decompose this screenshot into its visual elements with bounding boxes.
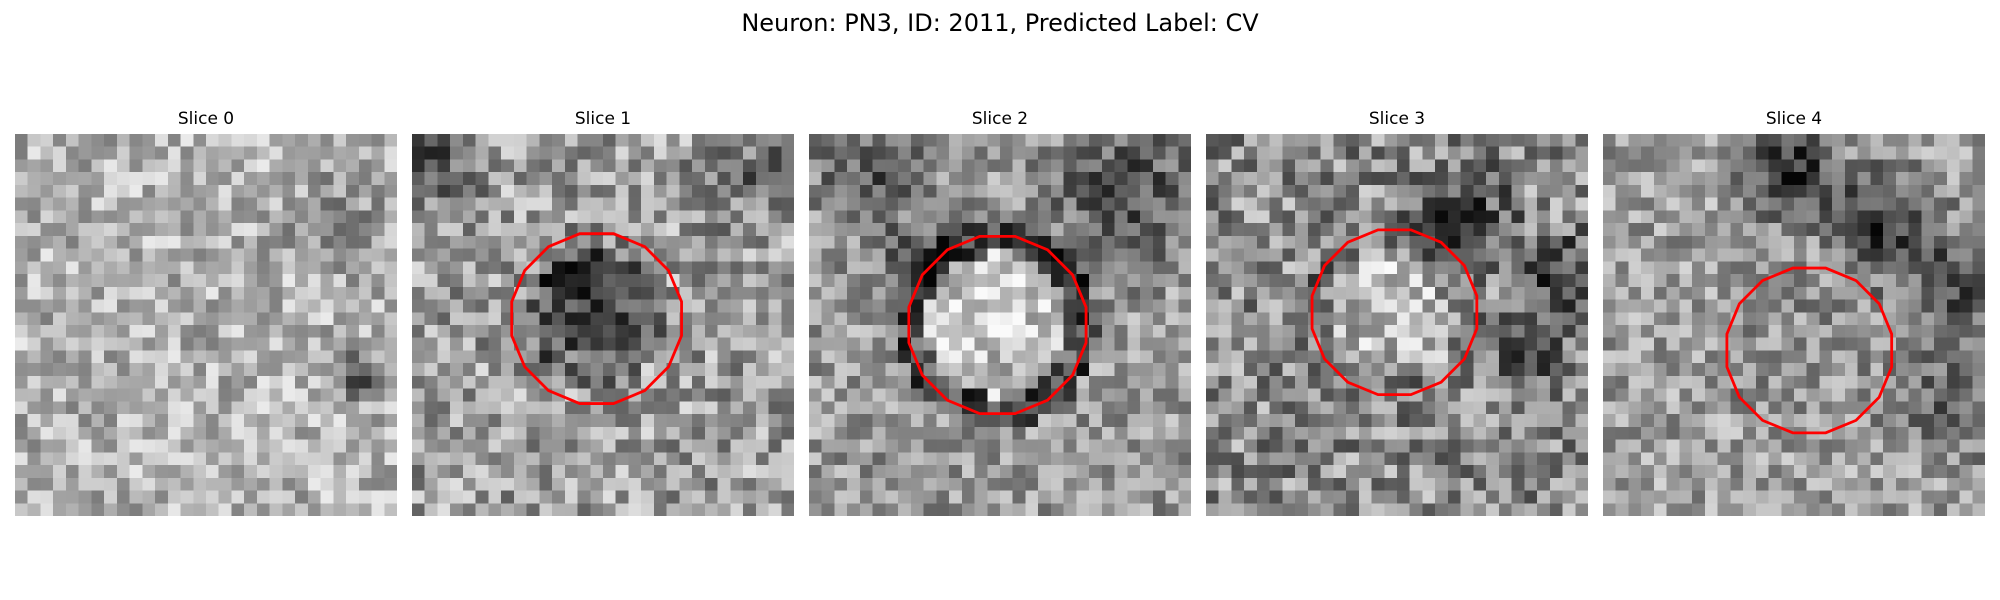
slice-title-3: Slice 3: [1368, 109, 1426, 129]
slice-title-4: Slice 4: [1765, 109, 1823, 129]
slice-title-1: Slice 1: [574, 109, 632, 129]
slice-image-2: [809, 134, 1191, 516]
slice-panel-1: Slice 1: [412, 108, 794, 516]
roi-contour-3: [1310, 228, 1479, 397]
slice-title-2: Slice 2: [971, 109, 1029, 129]
slice-image-0: [15, 134, 397, 516]
roi-contour-1: [510, 232, 683, 405]
slice-panel-3: Slice 3: [1206, 108, 1588, 516]
roi-contour-4: [1725, 266, 1894, 435]
slice-panel-4: Slice 4: [1603, 108, 1985, 516]
slice-panel-2: Slice 2: [809, 108, 1191, 516]
slice-image-4: [1603, 134, 1985, 516]
roi-contour-2: [907, 234, 1088, 416]
slice-image-3: [1206, 134, 1588, 516]
slice-panel-0: Slice 0: [15, 108, 397, 516]
slice-image-1: [412, 134, 794, 516]
figure-title: Neuron: PN3, ID: 2011, Predicted Label: …: [741, 9, 1259, 37]
slice-title-0: Slice 0: [177, 109, 235, 129]
